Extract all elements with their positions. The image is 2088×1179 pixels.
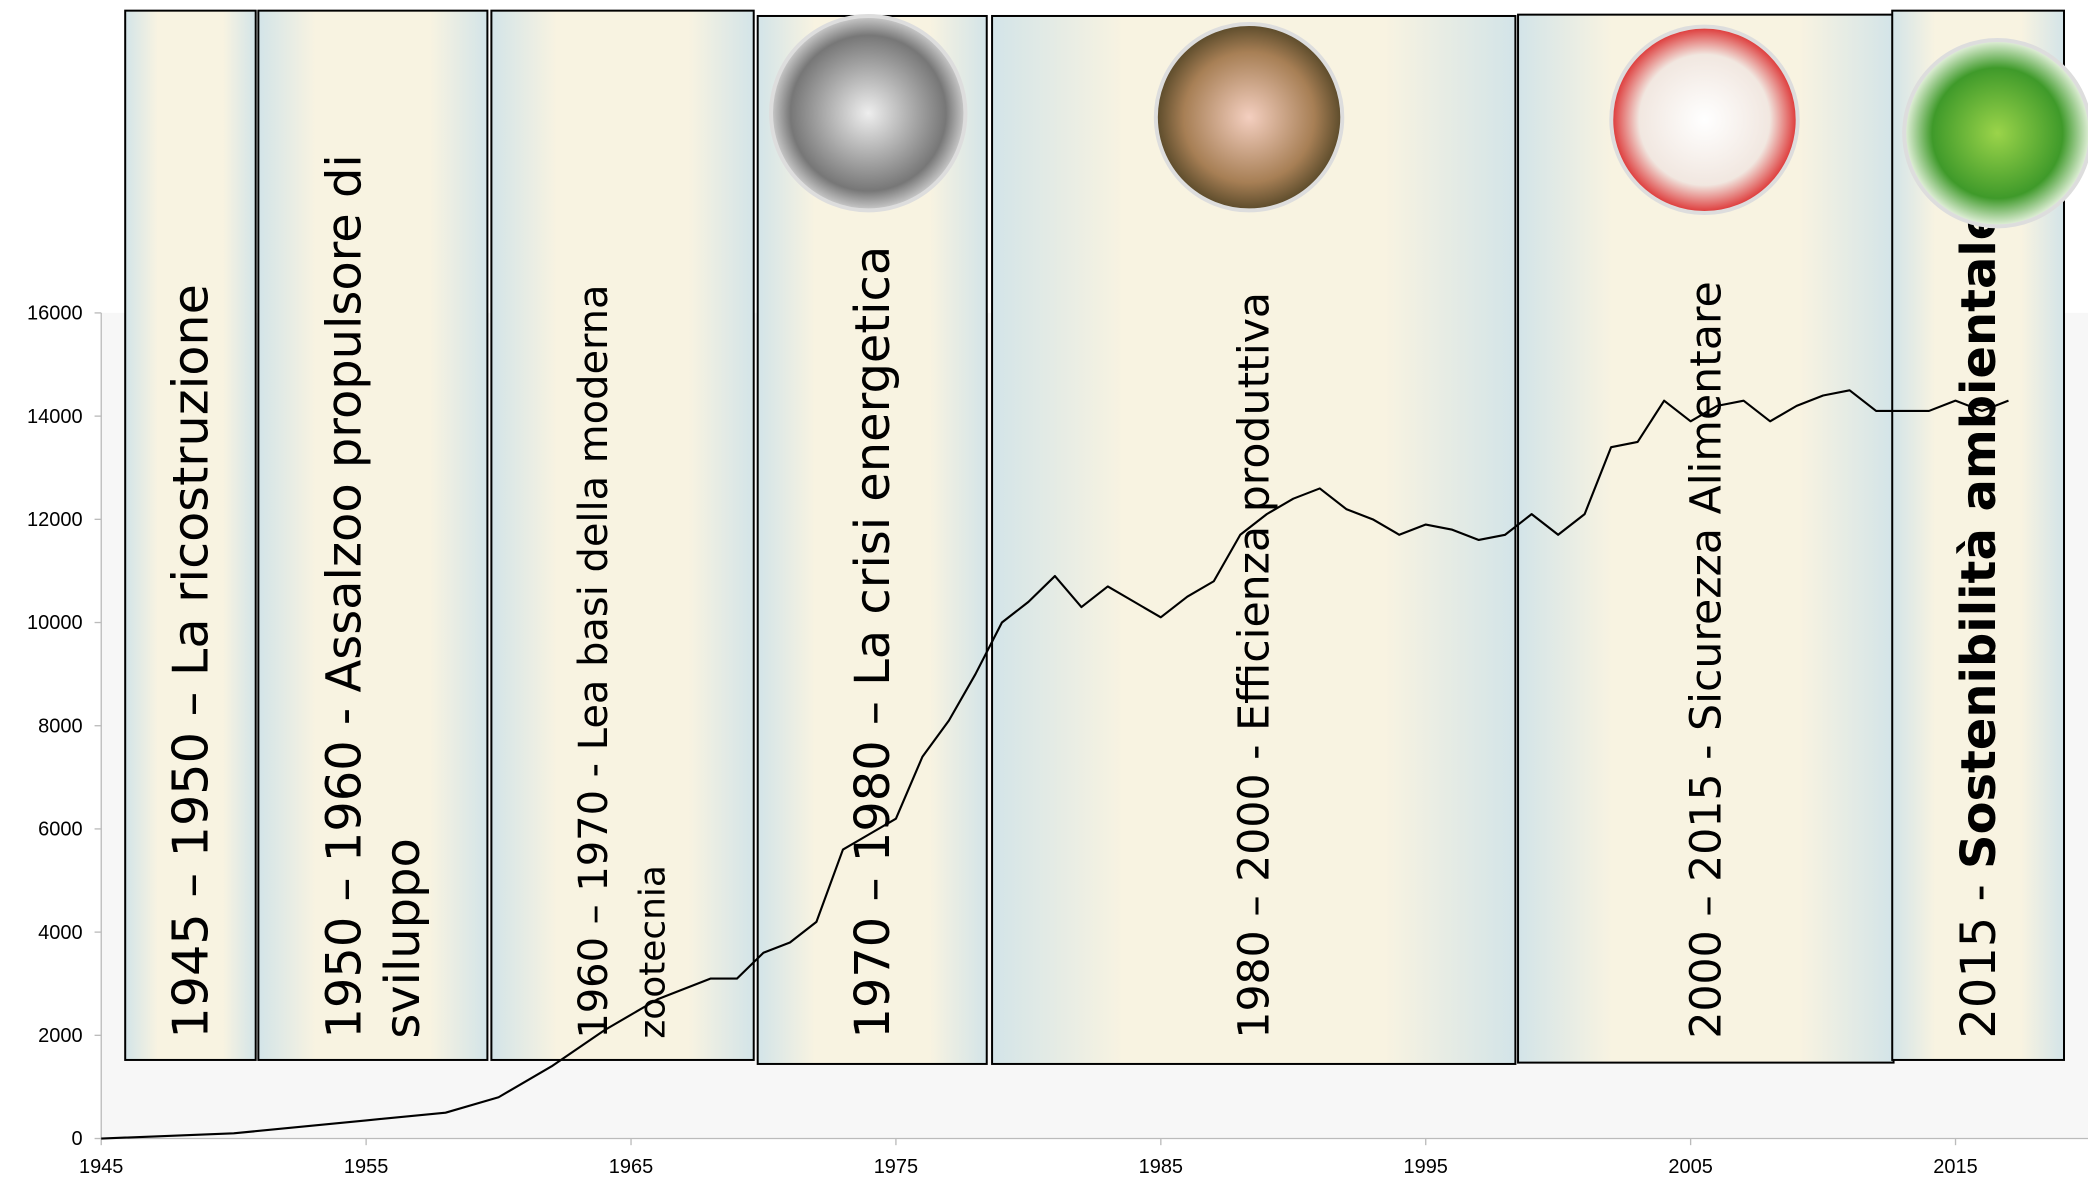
x-tick-label: 1975 [874,1156,918,1178]
x-tick-label: 2015 [1933,1156,1977,1178]
era-label: 1950 – 1960 - Assalzoo propulsore di [317,154,372,1038]
era-label: 2015 - Sostenibilità ambientale [1952,208,2007,1039]
era-label-text: 2015 - [1952,869,2007,1039]
y-tick-label: 12000 [27,509,83,531]
era-panel [491,11,753,1060]
y-tick-label: 4000 [38,922,82,944]
era-label: 1945 – 1950 – La ricostruzione [162,284,220,1039]
image-earth [1904,40,2088,226]
era-label: 2000 – 2015 - Sicurezza Alimentare [1682,281,1732,1038]
era-label: 1980 – 2000 - Efficienza produttiva [1230,292,1280,1039]
image-haccp [1611,27,1797,213]
era-label: sviluppo [376,838,431,1039]
x-tick-label: 1995 [1404,1156,1448,1178]
y-tick-label: 2000 [38,1025,82,1047]
x-tick-label: 1965 [609,1156,653,1178]
x-tick-label: 1985 [1139,1156,1183,1178]
chart: 0 2000 4000 6000 8000 10000 12000 14000 16000 194… [0,0,2088,1179]
y-tick-label: 6000 [38,819,82,841]
era-label-bold: Sostenibilità ambientale [1952,208,2007,869]
era-label-text: 1960 – 1970 - Lea basi della moderna [571,284,617,1038]
era-label: 1960 – 1970 - Lea basi della moderna [571,284,617,1038]
y-tick-label: 0 [71,1128,82,1150]
x-tick-label: 1955 [344,1156,388,1178]
era-panel [258,11,487,1060]
era-label-text: 1970 – 1980 – La crisi energetica [846,246,901,1039]
era-label-text: 1945 – 1950 – La ricostruzione [162,284,220,1039]
era-label-text: 1980 – 2000 - Efficienza produttiva [1230,292,1280,1039]
y-tick-label: 14000 [27,406,83,428]
era-label-text: 1950 – 1960 - Assalzoo propulsore di [317,154,372,1038]
era-label-text: 2000 – 2015 - Sicurezza Alimentare [1682,281,1732,1038]
y-tick-label: 10000 [27,612,83,634]
era-label-text: sviluppo [376,838,431,1039]
image-newspaper [771,16,965,210]
x-tick-label: 1945 [79,1156,123,1178]
image-pigs [1156,24,1342,210]
y-tick-label: 8000 [38,715,82,737]
era-label: zootecnia [632,865,673,1039]
era-label-text: zootecnia [632,865,673,1039]
x-tick-label: 2005 [1668,1156,1712,1178]
era-label: 1970 – 1980 – La crisi energetica [846,246,901,1039]
y-tick-label: 16000 [27,303,83,325]
